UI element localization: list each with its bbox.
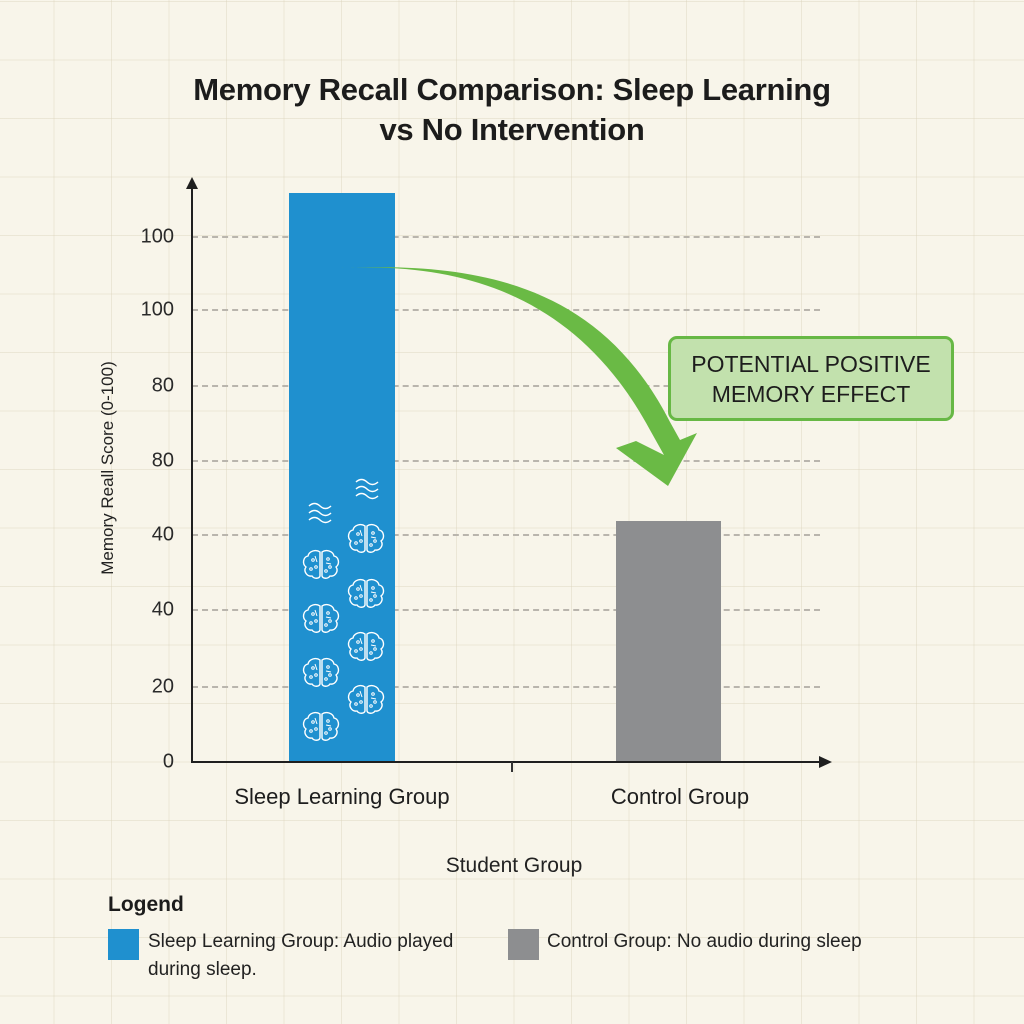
callout-line-1: POTENTIAL POSITIVE bbox=[691, 350, 931, 377]
y-tick-label: 100 bbox=[140, 225, 174, 248]
sound-wave-icon bbox=[355, 478, 379, 500]
brain-icon bbox=[347, 684, 385, 714]
bar-icon-pattern bbox=[302, 478, 385, 741]
chart-title-line-1: Memory Recall Comparison: Sleep Learning bbox=[193, 72, 831, 107]
gridline bbox=[192, 236, 820, 238]
callout-line-2: MEMORY EFFECT bbox=[711, 380, 911, 407]
x-axis-arrow-icon bbox=[819, 756, 832, 768]
brain-icon bbox=[347, 631, 385, 661]
x-axis bbox=[191, 761, 821, 763]
gridline bbox=[192, 460, 820, 462]
brain-icon bbox=[302, 549, 340, 579]
y-tick-label: 40 bbox=[151, 523, 174, 546]
y-tick-label: 80 bbox=[151, 374, 174, 397]
gridline bbox=[192, 609, 820, 611]
bar-control-group bbox=[616, 521, 721, 762]
chart-title-line-2: vs No Intervention bbox=[379, 112, 645, 147]
chart-title: Memory Recall Comparison: Sleep Learning… bbox=[0, 70, 1024, 150]
brain-icon bbox=[302, 711, 340, 741]
x-category-label-sleep: Sleep Learning Group bbox=[234, 784, 450, 809]
annotation-callout: POTENTIAL POSITIVE MEMORY EFFECT bbox=[668, 336, 954, 421]
legend-title: Logend bbox=[108, 893, 184, 916]
gridline bbox=[192, 534, 820, 536]
legend-entry-sleep-line-2: during sleep. bbox=[148, 959, 257, 980]
y-tick-label: 20 bbox=[151, 675, 174, 698]
legend-swatch-sleep bbox=[108, 929, 139, 960]
sound-wave-icon bbox=[308, 502, 332, 524]
brain-icon bbox=[347, 578, 385, 608]
gridline bbox=[192, 309, 820, 311]
brain-icon bbox=[302, 657, 340, 687]
y-tick-label: 80 bbox=[151, 449, 174, 472]
y-tick-label: 100 bbox=[140, 298, 174, 321]
x-axis-label: Student Group bbox=[445, 854, 583, 877]
y-axis-arrow-icon bbox=[186, 177, 198, 189]
brain-icon bbox=[347, 523, 385, 553]
legend-entry-control: Control Group: No audio during sleep bbox=[547, 931, 862, 952]
y-axis bbox=[191, 186, 193, 763]
x-category-label-control: Control Group bbox=[610, 784, 750, 809]
y-tick-label: 40 bbox=[151, 598, 174, 621]
legend-entry-sleep: Sleep Learning Group: Audio played durin… bbox=[148, 928, 453, 984]
x-axis-tick bbox=[511, 762, 513, 772]
gridline bbox=[192, 686, 820, 688]
brain-icon bbox=[302, 603, 340, 633]
legend-swatch-control bbox=[508, 929, 539, 960]
legend-entry-sleep-line-1: Sleep Learning Group: Audio played bbox=[148, 931, 454, 952]
y-tick-label: 0 bbox=[162, 750, 174, 773]
